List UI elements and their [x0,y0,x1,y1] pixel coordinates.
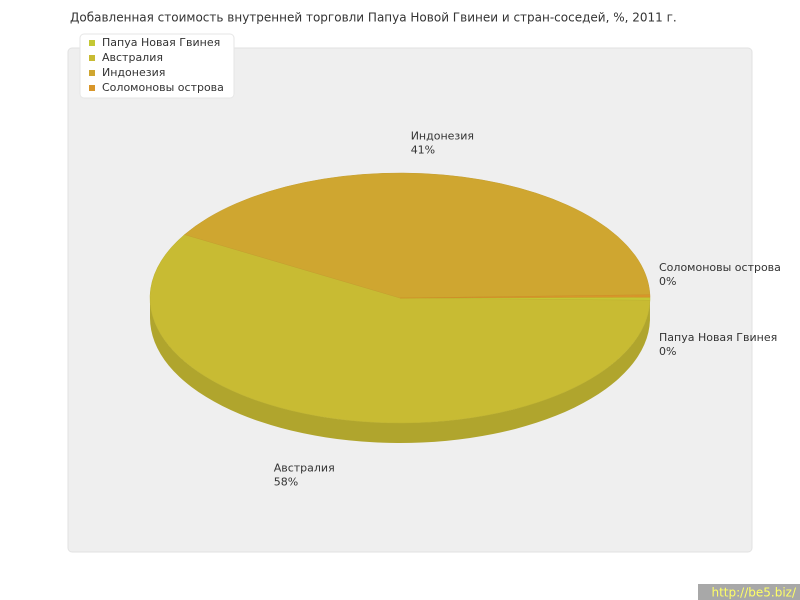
data-label-name: Индонезия [411,130,474,143]
chart-title: Добавленная стоимость внутренней торговл… [70,11,677,25]
legend-label: Соломоновы острова [102,81,224,94]
data-label-name: Австралия [274,461,335,474]
legend [79,33,235,99]
slice-side [150,298,650,444]
legend-label: Папуа Новая Гвинея [102,36,220,49]
legend-label: Индонезия [102,66,165,79]
legend-label: Австралия [102,51,163,64]
data-label: 0% [659,345,676,358]
data-label: 0% [659,275,676,288]
slice [149,234,651,424]
data-label-name: Папуа Новая Гвинея [659,331,777,344]
legend-swatch [89,70,95,76]
legend-swatch [89,55,95,61]
watermark-bg [698,584,800,600]
legend-swatch [89,40,95,46]
watermark: http://be5.biz/ [711,586,796,600]
data-label: 41% [411,144,435,157]
data-label: 58% [274,475,298,488]
data-label-name: Соломоновы острова [659,261,781,274]
legend-items: Папуа Новая Гвинея Австралия Индонезия Соло… [89,36,224,94]
legend-swatch [89,85,95,91]
slice [184,172,651,299]
slice [399,294,651,299]
pie: Папуа Новая Гвинея0%Австралия58%Индонези… [149,130,781,488]
